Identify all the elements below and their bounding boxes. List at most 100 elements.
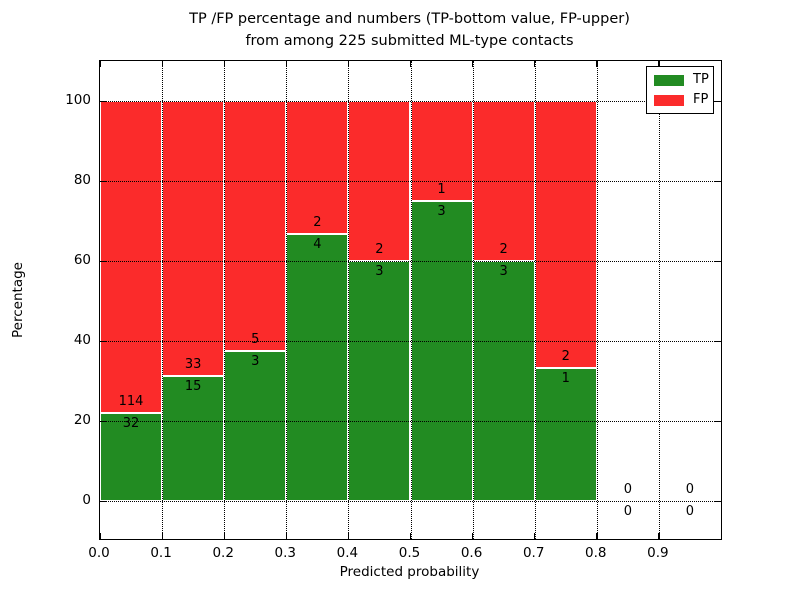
- tp-bar-segment: [472, 261, 535, 501]
- tp-count-label: 0: [623, 504, 632, 519]
- legend: TP FP: [646, 66, 714, 114]
- tp-count-label: 3: [499, 264, 508, 279]
- vertical-gridline: [224, 61, 226, 539]
- x-tick-mark: [161, 61, 163, 67]
- y-tick-mark: [715, 340, 721, 342]
- fp-count-label: 2: [561, 348, 570, 364]
- y-tick-mark: [715, 260, 721, 262]
- legend-item-tp: TP: [647, 73, 713, 87]
- y-axis-label: Percentage: [10, 262, 26, 338]
- x-tick-mark: [347, 533, 350, 539]
- vertical-gridline: [472, 61, 474, 539]
- y-tick-label: 40: [73, 332, 91, 348]
- fp-bar-segment: [286, 101, 349, 235]
- vertical-gridline: [410, 61, 412, 539]
- x-tick-mark: [658, 533, 660, 539]
- tp-count-label: 3: [375, 264, 384, 279]
- x-tick-mark: [223, 533, 225, 539]
- fp-count-label: 33: [184, 357, 202, 372]
- fp-bar-segment: [534, 101, 597, 368]
- fp-count-label: 0: [623, 482, 632, 497]
- x-tick-label: 0.4: [336, 545, 359, 561]
- tp-count-label: 4: [313, 237, 322, 253]
- x-tick-mark: [347, 61, 350, 67]
- y-tick-mark: [100, 500, 106, 502]
- x-tick-mark: [658, 61, 660, 67]
- x-tick-mark: [285, 533, 288, 539]
- x-tick-label: 0.2: [212, 545, 234, 561]
- fp-count-label: 114: [118, 394, 144, 410]
- y-tick-mark: [100, 100, 106, 102]
- vertical-gridline: [348, 61, 350, 539]
- x-tick-label: 0.0: [88, 545, 110, 561]
- chart-title: TP /FP percentage and numbers (TP-bottom…: [99, 8, 720, 52]
- x-tick-mark: [99, 533, 101, 539]
- y-tick-mark: [715, 180, 721, 182]
- tp-bar-segment: [224, 351, 287, 501]
- tp-count-label: 32: [122, 416, 140, 432]
- vertical-gridline: [286, 61, 288, 539]
- fp-count-label: 2: [499, 242, 508, 257]
- y-tick-mark: [100, 420, 106, 422]
- fp-count-label: 0: [685, 482, 695, 497]
- fp-count-label: 5: [251, 332, 260, 347]
- y-tick-mark: [715, 420, 721, 422]
- fp-bar-segment: [224, 101, 287, 351]
- x-tick-mark: [534, 61, 536, 67]
- y-tick-mark: [100, 180, 106, 182]
- tp-bar-segment: [534, 367, 597, 501]
- tp-count-label: 1: [561, 370, 570, 386]
- y-tick-label: 60: [73, 252, 91, 268]
- x-tick-mark: [410, 61, 412, 67]
- tp-count-label: 0: [685, 504, 695, 519]
- x-tick-label: 0.6: [460, 545, 483, 561]
- fp-count-label: 2: [313, 215, 322, 231]
- x-tick-label: 0.9: [647, 545, 669, 561]
- tp-bar-segment: [100, 413, 163, 501]
- fp-count-label: 1: [437, 182, 446, 197]
- x-tick-mark: [596, 61, 598, 67]
- fp-bar-segment: [410, 101, 473, 201]
- tp-count-label: 3: [437, 204, 446, 219]
- x-tick-mark: [472, 61, 474, 67]
- x-tick-label: 0.5: [398, 545, 421, 561]
- y-tick-label: 100: [65, 92, 91, 108]
- x-tick-mark: [596, 533, 598, 539]
- chart-title-line2: from among 225 submitted ML-type contact…: [245, 33, 574, 49]
- fp-bar-segment: [100, 101, 163, 414]
- plot-area: 114 32 33 15 5 3 2 4 2 3 1 3 2 3 2 1 0 0 0 0: [99, 60, 722, 540]
- x-axis-label: Predicted probability: [339, 564, 480, 580]
- chart-title-line1: TP /FP percentage and numbers (TP-bottom…: [189, 11, 630, 27]
- y-tick-mark: [100, 340, 106, 342]
- tp-bar-segment: [410, 201, 473, 501]
- tp-count-label: 15: [184, 379, 202, 394]
- x-tick-mark: [99, 61, 101, 67]
- vertical-gridline: [162, 61, 164, 539]
- tp-bar-segment: [162, 376, 225, 501]
- x-tick-mark: [285, 61, 288, 67]
- y-tick-mark: [715, 100, 721, 102]
- x-tick-label: 0.8: [585, 545, 607, 561]
- fp-bar-segment: [162, 101, 225, 376]
- y-tick-label: 20: [73, 412, 91, 428]
- x-tick-label: 0.3: [274, 545, 297, 561]
- tp-color-swatch: [654, 74, 684, 86]
- x-tick-mark: [410, 533, 412, 539]
- y-tick-mark: [100, 260, 106, 262]
- legend-label-fp: FP: [693, 92, 709, 107]
- legend-item-fp: FP: [647, 93, 713, 107]
- legend-label-tp: TP: [693, 72, 709, 87]
- tp-bar-segment: [286, 234, 349, 501]
- vertical-gridline: [596, 61, 598, 539]
- x-tick-label: 0.7: [522, 545, 545, 561]
- y-tick-label: 0: [82, 492, 91, 508]
- x-tick-mark: [472, 533, 474, 539]
- fp-color-swatch: [654, 94, 684, 106]
- y-tick-mark: [715, 500, 721, 502]
- x-tick-mark: [161, 533, 163, 539]
- x-tick-mark: [534, 533, 536, 539]
- tp-count-label: 3: [251, 354, 260, 369]
- y-tick-label: 80: [73, 172, 91, 188]
- tp-bar-segment: [348, 261, 411, 501]
